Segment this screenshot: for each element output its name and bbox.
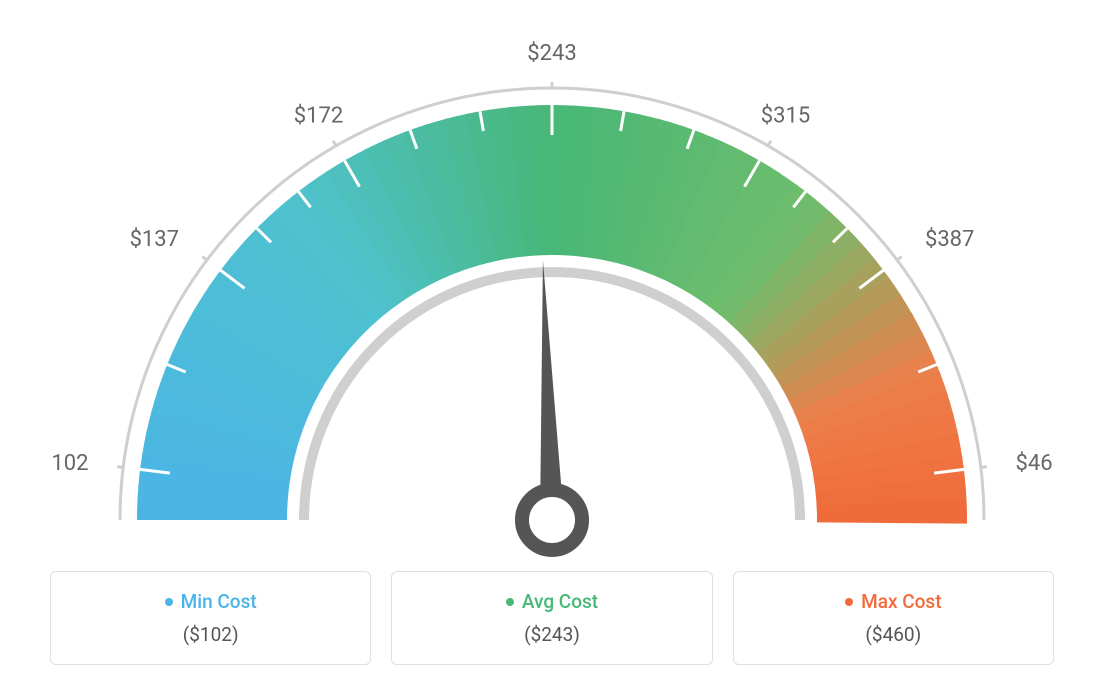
tick-label: $460: [1016, 451, 1052, 476]
tick-label: $243: [527, 41, 576, 66]
tick-label: $315: [761, 104, 810, 129]
tick-label: $387: [925, 227, 974, 252]
cost-gauge-chart: { "gauge": { "type": "gauge", "cx": 500,…: [0, 0, 1104, 690]
guide-tick: [896, 256, 902, 260]
gauge-svg: $102 $137 $172 $243 $315 $387 $460: [52, 20, 1052, 580]
legend-value-avg: ($243): [412, 623, 691, 646]
tick-label: $172: [294, 104, 343, 129]
guide-tick: [202, 256, 208, 260]
legend-label-avg: Avg Cost: [506, 590, 598, 613]
legend-value-max: ($460): [754, 623, 1033, 646]
legend-label-max: Max Cost: [845, 590, 941, 613]
legend-label-min: Min Cost: [165, 590, 257, 613]
legend-item-avg: Avg Cost ($243): [391, 571, 712, 665]
tick-label: $102: [52, 451, 88, 476]
tick-label: $137: [130, 227, 179, 252]
legend: Min Cost ($102) Avg Cost ($243) Max Cost…: [50, 571, 1054, 665]
legend-item-max: Max Cost ($460): [733, 571, 1054, 665]
legend-item-min: Min Cost ($102): [50, 571, 371, 665]
gauge-area: $102 $137 $172 $243 $315 $387 $460: [52, 20, 1052, 580]
legend-value-min: ($102): [71, 623, 350, 646]
guide-tick: [117, 467, 124, 468]
guide-tick: [980, 467, 987, 468]
needle-hub: [522, 490, 582, 550]
needle: [540, 260, 564, 520]
